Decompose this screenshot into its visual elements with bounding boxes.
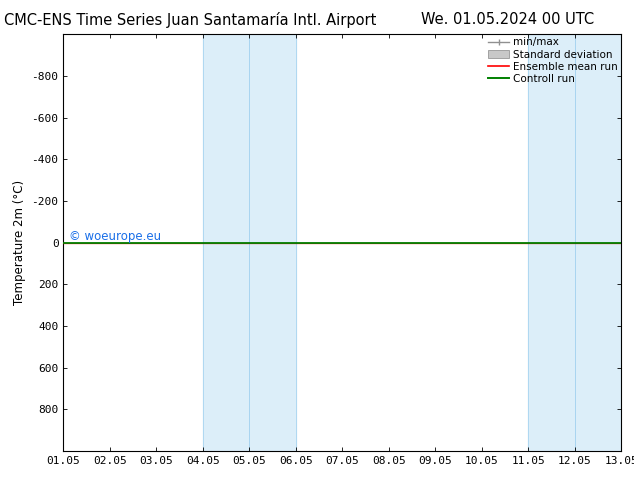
Bar: [203, 34, 249, 451]
Bar: [249, 34, 296, 451]
Legend: min/max, Standard deviation, Ensemble mean run, Controll run: min/max, Standard deviation, Ensemble me…: [488, 37, 618, 84]
Text: CMC-ENS Time Series Juan Santamaría Intl. Airport: CMC-ENS Time Series Juan Santamaría Intl…: [4, 12, 377, 28]
Bar: [528, 34, 575, 451]
Bar: [575, 34, 621, 451]
Text: © woeurope.eu: © woeurope.eu: [69, 229, 161, 243]
Y-axis label: Temperature 2m (°C): Temperature 2m (°C): [13, 180, 26, 305]
Text: We. 01.05.2024 00 UTC: We. 01.05.2024 00 UTC: [420, 12, 594, 27]
